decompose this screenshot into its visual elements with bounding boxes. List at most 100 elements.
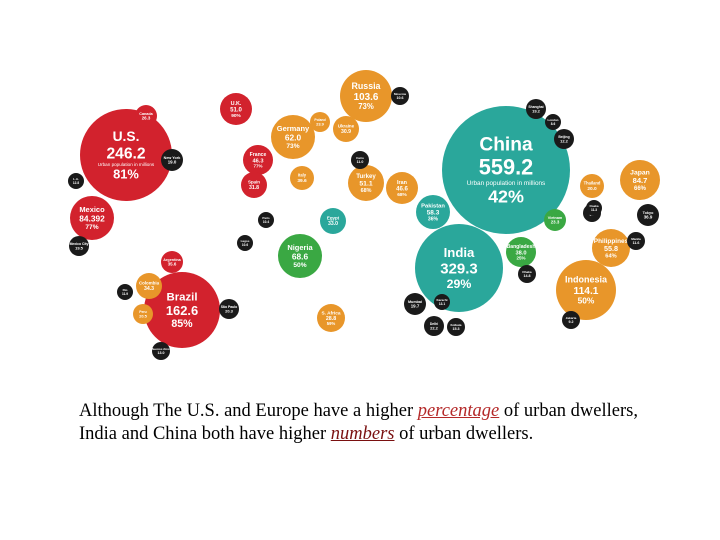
bubble-value: 84.392 bbox=[79, 213, 105, 223]
bubble-circle bbox=[136, 273, 162, 299]
bubble-circle bbox=[447, 318, 465, 336]
bubble-circle bbox=[317, 304, 345, 332]
bubble-circle bbox=[243, 145, 273, 175]
bubble-circle bbox=[386, 172, 418, 204]
bubble-name: Canada bbox=[139, 112, 153, 116]
bubble-name: S. Africa bbox=[321, 310, 340, 316]
bubble-name: London bbox=[548, 118, 559, 122]
bubble-circle bbox=[554, 129, 574, 149]
bubble-name: U.K. bbox=[231, 101, 242, 107]
bubble-circle bbox=[68, 173, 84, 189]
caption-emphasis-numbers: numbers bbox=[330, 424, 395, 444]
bubble-value: 31.8 bbox=[249, 185, 259, 191]
bubble-circle bbox=[586, 200, 602, 216]
bubble-value: 10.6 bbox=[242, 243, 248, 247]
bubble-name: Colombia bbox=[139, 281, 160, 286]
bubble-name: Mexico bbox=[79, 205, 105, 214]
bubble-value: 9.2 bbox=[569, 320, 574, 324]
bubble-name: France bbox=[250, 152, 267, 158]
bubble-name: Shanghai bbox=[528, 105, 543, 109]
bubble-name: Indonesia bbox=[565, 275, 608, 285]
caption-part-2: of urban dwellers, India and China both … bbox=[79, 401, 638, 444]
bubble-name: Argentina bbox=[163, 258, 181, 262]
bubble-value: 11.0 bbox=[357, 160, 364, 164]
bubble-circle bbox=[556, 260, 616, 320]
bubble-circle bbox=[80, 109, 172, 201]
bubble-circle bbox=[161, 149, 183, 171]
bubble-value: 46.3 bbox=[252, 158, 263, 164]
bubble-percent: 90% bbox=[231, 113, 241, 119]
bubble-name: Germany bbox=[277, 124, 310, 133]
bubble-name: Brazil bbox=[166, 292, 197, 304]
bubble-name: New York bbox=[164, 156, 182, 160]
bubble-circle bbox=[290, 166, 314, 190]
bubble-circle bbox=[152, 342, 170, 360]
bubble-value: 20.3 bbox=[225, 308, 234, 313]
bubble-circle bbox=[506, 237, 536, 267]
bubble-value: 13.1 bbox=[439, 302, 445, 306]
bubble-circle bbox=[637, 204, 659, 226]
bubble-name: Mumbai bbox=[408, 300, 422, 304]
bubble-circle bbox=[237, 235, 253, 251]
bubble-name: Kolkata bbox=[450, 323, 461, 327]
bubble-name: Mexico City bbox=[70, 242, 89, 246]
bubble-value: 10.6 bbox=[397, 96, 404, 100]
bubble-name: Russia bbox=[352, 81, 381, 91]
bubble-circle bbox=[592, 229, 630, 267]
bubble-circle bbox=[220, 93, 252, 125]
bubble-name: Dhaka bbox=[522, 270, 531, 274]
bubble-circle bbox=[416, 195, 450, 229]
bubble-value: 15.3 bbox=[453, 327, 460, 331]
bubble-value: 68.6 bbox=[292, 251, 309, 261]
bubble-name: Ukraine bbox=[338, 124, 355, 129]
bubble-value: 58.3 bbox=[427, 210, 440, 217]
bubble-name: Philippines bbox=[594, 238, 629, 245]
bubble-name: Buenos Aires bbox=[151, 347, 171, 351]
bubble-name: São Paulo bbox=[221, 305, 237, 309]
bubble-circle bbox=[526, 99, 546, 119]
caption-part-1: Although The U.S. and Europe have a high… bbox=[79, 401, 418, 421]
bubble-name: Poland bbox=[314, 118, 325, 122]
bubble-name: Iran bbox=[397, 180, 407, 186]
bubble-name: Beijing bbox=[558, 135, 569, 139]
bubble-percent: 66% bbox=[634, 186, 647, 192]
bubble-percent: 42% bbox=[488, 187, 524, 207]
bubble-circle bbox=[434, 294, 450, 310]
bubble-value: 30.9 bbox=[341, 129, 351, 135]
bubble-value: 103.6 bbox=[354, 92, 379, 103]
bubble-value: 23.3 bbox=[551, 220, 560, 225]
bubble-percent: 68% bbox=[361, 188, 372, 194]
bubble-name: Nigeria bbox=[287, 243, 313, 252]
bubble-circle bbox=[278, 234, 322, 278]
bubble-circle bbox=[580, 174, 604, 198]
bubble-circle bbox=[404, 293, 426, 315]
bubble-value: 33.0 bbox=[328, 221, 338, 227]
bubble-circle bbox=[424, 316, 444, 336]
bubble-value: 14.8 bbox=[524, 274, 531, 278]
bubble-value: 51.0 bbox=[230, 106, 242, 113]
bubble-percent: 85% bbox=[171, 318, 193, 330]
bubble-value: 246.2 bbox=[106, 145, 145, 162]
bubble-name: Pakistan bbox=[421, 203, 445, 209]
bubble-note: Urban population in millions bbox=[467, 180, 546, 187]
caption-part-3: of urban dwellers. bbox=[394, 424, 534, 444]
bubble-value: 559.2 bbox=[479, 155, 533, 180]
bubble-percent: 29% bbox=[447, 277, 472, 291]
bubble-name: Lagos bbox=[241, 239, 250, 243]
